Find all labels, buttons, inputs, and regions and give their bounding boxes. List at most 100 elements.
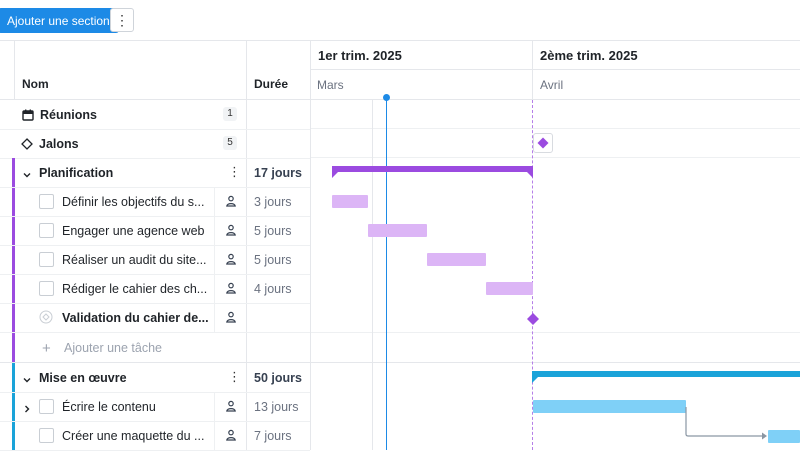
task-row[interactable]: Engager une agence web 5 jours	[0, 216, 310, 246]
section-planification[interactable]: Planification ⋮ 17 jours	[0, 158, 310, 188]
task-bar[interactable]	[332, 195, 368, 208]
task-checkbox[interactable]	[39, 428, 54, 443]
task-bar[interactable]	[486, 282, 533, 295]
user-icon	[226, 253, 236, 265]
header-divider	[14, 40, 15, 100]
task-bar[interactable]	[533, 400, 686, 413]
month-label: Mars	[317, 78, 344, 92]
row-line	[311, 128, 800, 129]
task-label: Rédiger le cahier des ch...	[62, 282, 208, 296]
more-options-button[interactable]: ⋮	[110, 8, 134, 32]
section-label: Planification	[39, 166, 114, 180]
row-line	[311, 157, 800, 158]
column-header-name[interactable]: Nom	[22, 77, 49, 91]
task-bar[interactable]	[368, 224, 427, 237]
row-jalons[interactable]: Jalons 5	[0, 129, 310, 159]
milestone-label: Validation du cahier de...	[62, 311, 209, 325]
assignee-cell[interactable]	[214, 187, 247, 216]
task-bar[interactable]	[427, 253, 486, 266]
task-row[interactable]: Rédiger le cahier des ch... 4 jours	[0, 274, 310, 304]
task-label: Engager une agence web	[62, 224, 205, 238]
task-grid: Nom Durée Réunions 1 Jalons 5 Planificat…	[0, 40, 311, 451]
add-section-button[interactable]: Ajouter une section	[0, 8, 119, 33]
gantt-timeline: 1er trim. 2025 2ème trim. 2025 Mars Avri…	[311, 40, 800, 450]
chevron-down-icon[interactable]	[22, 167, 32, 185]
section-accent-planification	[12, 158, 15, 373]
month-label: Avril	[540, 78, 564, 92]
count-badge: 1	[223, 107, 237, 121]
quarter-label: 2ème trim. 2025	[540, 48, 638, 63]
task-label: Écrire le contenu	[62, 400, 156, 414]
plus-icon: +	[42, 340, 51, 357]
milestone-check-icon[interactable]	[39, 310, 53, 329]
task-duration: 4 jours	[254, 282, 292, 296]
chevron-down-icon[interactable]	[22, 372, 32, 390]
user-icon	[226, 400, 236, 412]
row-line	[311, 332, 800, 333]
task-duration: 13 jours	[254, 400, 299, 414]
assignee-cell[interactable]	[214, 421, 247, 450]
row-label: Réunions	[40, 108, 97, 122]
task-label: Créer une maquette du ...	[62, 429, 205, 443]
header-border	[311, 99, 800, 100]
task-label: Réaliser un audit du site...	[62, 253, 207, 267]
task-duration: 5 jours	[254, 224, 292, 238]
task-row[interactable]: Définir les objectifs du s... 3 jours	[0, 187, 310, 217]
task-label: Définir les objectifs du s...	[62, 195, 205, 209]
section-menu-icon[interactable]: ⋮	[228, 164, 241, 179]
user-icon	[226, 282, 236, 294]
add-task-label: Ajouter une tâche	[64, 341, 162, 355]
milestone-row[interactable]: Validation du cahier de...	[0, 303, 310, 333]
assignee-cell[interactable]	[214, 392, 247, 421]
milestone-date-line	[532, 100, 533, 450]
row-reunions[interactable]: Réunions 1	[0, 100, 310, 130]
section-duration: 17 jours	[254, 166, 302, 180]
row-label: Jalons	[39, 137, 79, 151]
row-line	[311, 362, 800, 363]
toolbar: Ajouter une section ⋮	[0, 0, 800, 41]
section-accent-mise-en-oeuvre	[12, 363, 15, 450]
add-task-row[interactable]: + Ajouter une tâche	[0, 333, 310, 363]
task-checkbox[interactable]	[39, 252, 54, 267]
today-line	[386, 97, 387, 450]
milestone-marker[interactable]	[526, 312, 540, 326]
task-duration: 3 jours	[254, 195, 292, 209]
milestone-card[interactable]	[533, 133, 553, 153]
today-marker	[383, 94, 390, 101]
chevron-right-icon[interactable]	[22, 401, 32, 419]
section-duration: 50 jours	[254, 371, 302, 385]
gridline	[372, 100, 373, 450]
quarter-label: 1er trim. 2025	[318, 48, 402, 63]
task-checkbox[interactable]	[39, 223, 54, 238]
task-duration: 7 jours	[254, 429, 292, 443]
user-icon	[226, 195, 236, 207]
task-duration: 5 jours	[254, 253, 292, 267]
user-icon	[226, 429, 236, 441]
assignee-cell[interactable]	[214, 274, 247, 303]
column-header-duration[interactable]: Durée	[254, 77, 289, 91]
task-checkbox[interactable]	[39, 281, 54, 296]
task-row[interactable]: Créer une maquette du ... 7 jours	[0, 421, 310, 451]
task-checkbox[interactable]	[39, 194, 54, 209]
header-border	[0, 99, 310, 100]
task-checkbox[interactable]	[39, 399, 54, 414]
quarter-divider	[532, 40, 533, 100]
diamond-icon	[21, 137, 33, 155]
diamond-icon	[537, 137, 549, 149]
section-menu-icon[interactable]: ⋮	[228, 369, 241, 384]
task-bar[interactable]	[768, 430, 800, 443]
user-icon	[226, 311, 236, 323]
dependency-arrow	[685, 407, 767, 440]
assignee-cell[interactable]	[214, 216, 247, 245]
task-row[interactable]: Écrire le contenu 13 jours	[0, 392, 310, 422]
assignee-cell[interactable]	[214, 245, 247, 274]
quarter-row-border	[311, 69, 800, 70]
summary-bar-mise-en-oeuvre[interactable]	[532, 371, 800, 385]
task-row[interactable]: Réaliser un audit du site... 5 jours	[0, 245, 310, 275]
section-mise-en-oeuvre[interactable]: Mise en œuvre ⋮ 50 jours	[0, 363, 310, 393]
section-label: Mise en œuvre	[39, 371, 127, 385]
assignee-cell[interactable]	[214, 303, 247, 332]
summary-bar-planification[interactable]	[332, 166, 534, 180]
count-badge: 5	[223, 136, 237, 150]
calendar-icon	[22, 108, 34, 126]
